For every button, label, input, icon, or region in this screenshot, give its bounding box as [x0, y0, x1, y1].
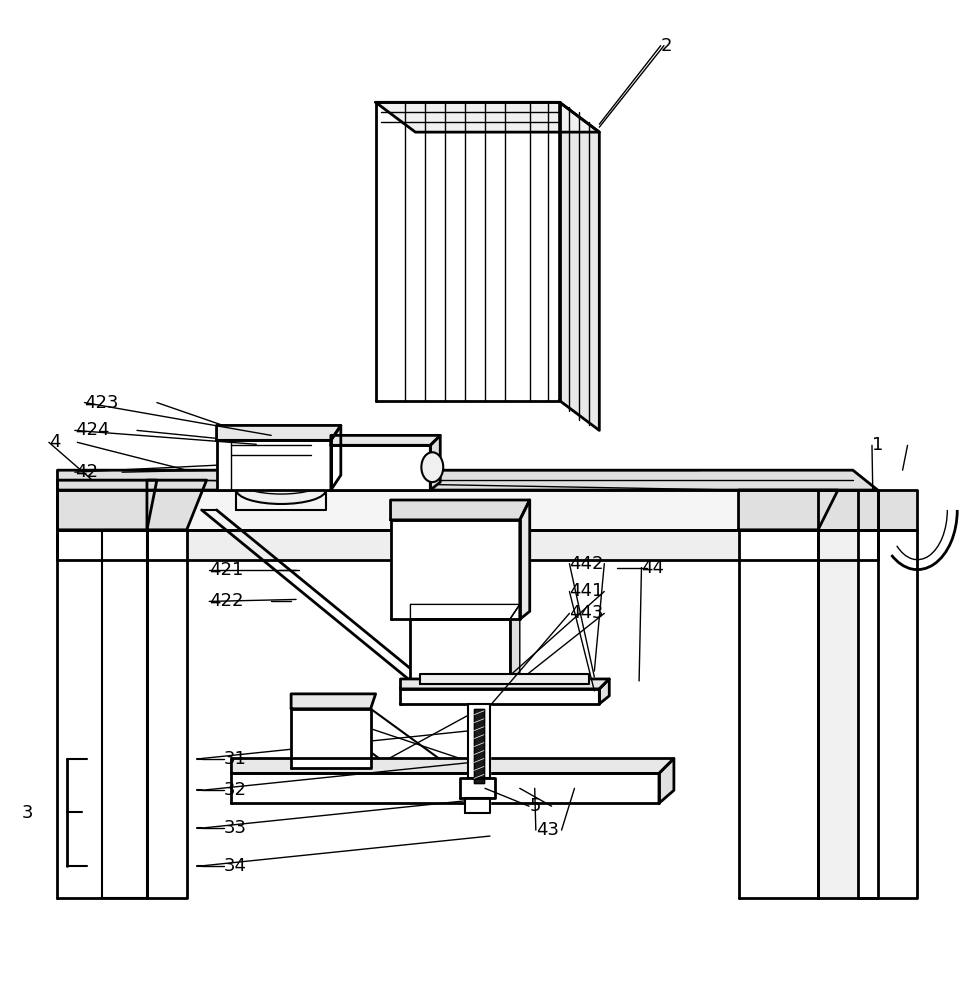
- Polygon shape: [291, 709, 371, 768]
- Polygon shape: [57, 480, 156, 530]
- Polygon shape: [331, 425, 341, 490]
- Text: 4: 4: [49, 433, 61, 451]
- Ellipse shape: [237, 466, 326, 494]
- Polygon shape: [474, 709, 484, 783]
- Text: 43: 43: [536, 821, 558, 839]
- Polygon shape: [376, 102, 599, 132]
- Polygon shape: [216, 440, 331, 490]
- Polygon shape: [390, 500, 529, 520]
- Text: 42: 42: [74, 463, 98, 481]
- Text: 443: 443: [569, 604, 604, 622]
- Polygon shape: [465, 798, 490, 813]
- Text: 44: 44: [641, 559, 665, 577]
- Ellipse shape: [237, 476, 326, 504]
- Polygon shape: [818, 490, 878, 530]
- Polygon shape: [147, 480, 207, 530]
- Text: 31: 31: [224, 750, 246, 768]
- Text: 422: 422: [210, 592, 243, 610]
- Polygon shape: [460, 778, 495, 798]
- Text: 424: 424: [74, 421, 109, 439]
- Polygon shape: [411, 619, 510, 699]
- Text: 2: 2: [661, 37, 672, 55]
- Polygon shape: [57, 470, 878, 490]
- Polygon shape: [147, 530, 186, 898]
- Polygon shape: [411, 604, 520, 619]
- Ellipse shape: [421, 452, 443, 482]
- Polygon shape: [57, 530, 878, 560]
- Polygon shape: [559, 102, 599, 430]
- Polygon shape: [858, 490, 918, 530]
- Text: 1: 1: [872, 436, 883, 454]
- Polygon shape: [102, 530, 147, 898]
- Polygon shape: [216, 425, 341, 440]
- Text: 5: 5: [529, 797, 541, 815]
- Polygon shape: [469, 704, 490, 778]
- Polygon shape: [599, 679, 610, 704]
- Polygon shape: [237, 480, 326, 510]
- Polygon shape: [739, 490, 838, 530]
- Polygon shape: [430, 435, 440, 490]
- Polygon shape: [291, 694, 376, 709]
- Text: 33: 33: [224, 819, 246, 837]
- Polygon shape: [376, 102, 559, 401]
- Polygon shape: [232, 773, 659, 803]
- Text: 441: 441: [569, 582, 604, 600]
- Text: 421: 421: [210, 561, 243, 579]
- Polygon shape: [232, 759, 674, 773]
- Polygon shape: [401, 679, 610, 689]
- Polygon shape: [57, 490, 878, 530]
- Text: 3: 3: [22, 804, 34, 822]
- Polygon shape: [510, 604, 520, 699]
- Polygon shape: [858, 530, 918, 898]
- Polygon shape: [520, 500, 529, 619]
- Polygon shape: [331, 435, 440, 445]
- Text: 34: 34: [224, 857, 246, 875]
- Polygon shape: [57, 530, 147, 898]
- Text: 442: 442: [569, 555, 604, 573]
- Text: 423: 423: [84, 394, 119, 412]
- Polygon shape: [739, 530, 818, 898]
- Polygon shape: [420, 674, 589, 684]
- Polygon shape: [401, 689, 599, 704]
- Polygon shape: [659, 759, 674, 803]
- Polygon shape: [331, 445, 430, 490]
- Polygon shape: [818, 530, 878, 898]
- Text: 32: 32: [224, 781, 246, 799]
- Polygon shape: [390, 520, 520, 619]
